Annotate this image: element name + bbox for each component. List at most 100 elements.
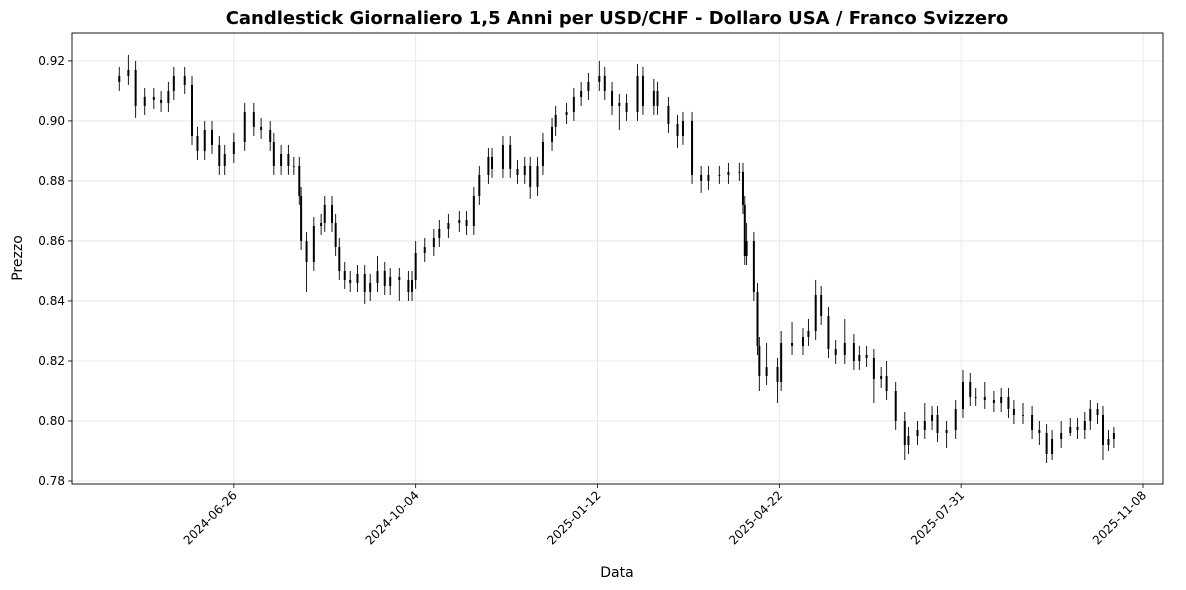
candle-body xyxy=(529,165,532,187)
x-tick-label: 2024-10-04 xyxy=(363,488,422,547)
candle-body xyxy=(945,429,948,433)
candle-body xyxy=(598,75,601,82)
chart-title: Candlestick Giornaliero 1,5 Anni per USD… xyxy=(226,8,1009,29)
y-tick-label: 0.90 xyxy=(38,114,65,128)
candle-body xyxy=(509,144,512,169)
candle-body xyxy=(252,111,255,127)
candle-body xyxy=(491,156,494,169)
candle-body xyxy=(167,90,170,103)
candle-body xyxy=(320,222,323,226)
candle-body xyxy=(801,336,804,346)
candle-body xyxy=(814,294,817,331)
candle-body xyxy=(363,273,366,292)
candle-body xyxy=(565,111,568,115)
candle-body xyxy=(1038,429,1041,433)
candle-body xyxy=(954,408,957,430)
y-axis-label: Prezzo xyxy=(10,235,26,281)
candle-body xyxy=(885,375,888,391)
candle-body xyxy=(587,81,590,91)
candle-body xyxy=(765,366,768,376)
candle-body xyxy=(1076,426,1079,430)
candle-body xyxy=(300,195,303,241)
candle-body xyxy=(1083,420,1086,430)
candle-body xyxy=(741,171,744,205)
candle-body xyxy=(880,375,883,379)
candle-body xyxy=(776,366,779,382)
candle-body xyxy=(160,99,163,103)
candle-body xyxy=(541,141,544,166)
y-tick-label: 0.82 xyxy=(38,354,65,368)
candle-body xyxy=(969,381,972,397)
y-tick-label: 0.88 xyxy=(38,174,65,188)
y-tick-label: 0.86 xyxy=(38,234,65,248)
x-tick-label: 2025-11-08 xyxy=(1090,488,1149,547)
x-axis-label: Data xyxy=(600,565,633,581)
candle-body xyxy=(411,279,414,292)
candle-body xyxy=(203,129,206,151)
candle-body xyxy=(983,396,986,400)
candle-body xyxy=(1112,432,1115,439)
candle-body xyxy=(780,342,783,382)
candle-body xyxy=(1089,408,1092,421)
x-tick-label: 2025-01-12 xyxy=(544,488,603,547)
candle-body xyxy=(376,270,379,283)
candle-body xyxy=(1101,414,1104,445)
candle-body xyxy=(700,174,703,181)
candle-body xyxy=(356,273,359,283)
candle-body xyxy=(852,342,855,361)
candle-body xyxy=(118,75,121,82)
candle-body xyxy=(618,102,621,106)
candle-body xyxy=(691,120,694,175)
candle-body xyxy=(858,354,861,361)
candle-body xyxy=(756,291,759,346)
candle-body xyxy=(1051,438,1054,454)
candle-body xyxy=(196,135,199,151)
candle-body xyxy=(465,219,468,226)
candle-body xyxy=(961,381,964,409)
candle-body xyxy=(516,168,519,175)
candle-body xyxy=(152,96,155,100)
candle-body xyxy=(232,141,235,154)
candle-body xyxy=(1012,408,1015,415)
candle-body xyxy=(992,399,995,403)
y-tick-label: 0.92 xyxy=(38,54,65,68)
candle-body xyxy=(487,156,490,175)
candle-body xyxy=(745,240,748,256)
candle-body xyxy=(127,69,130,76)
candle-body xyxy=(260,126,263,130)
y-tick-label: 0.84 xyxy=(38,294,65,308)
candle-body xyxy=(636,75,639,112)
candle-body xyxy=(1069,426,1072,433)
candle-body xyxy=(143,96,146,106)
candle-body xyxy=(834,348,837,355)
candle-body xyxy=(923,420,926,430)
candle-body xyxy=(681,120,684,136)
candle-body xyxy=(292,165,295,167)
candle-body xyxy=(738,171,741,173)
candle-body xyxy=(1021,414,1024,416)
candle-body xyxy=(1060,432,1063,439)
candle-body xyxy=(211,129,214,145)
candle-body xyxy=(820,294,823,316)
candle-body xyxy=(269,129,272,142)
candle-body xyxy=(369,282,372,292)
candle-body xyxy=(338,246,341,271)
candle-body xyxy=(656,90,659,106)
candle-body xyxy=(272,141,275,166)
y-tick-label: 0.78 xyxy=(38,474,65,488)
candle-body xyxy=(974,396,977,398)
candle-body xyxy=(907,435,910,445)
candle-body xyxy=(572,96,575,112)
candle-body xyxy=(298,165,301,196)
candle-body xyxy=(936,414,939,433)
candle-body xyxy=(172,75,175,91)
candle-body xyxy=(827,315,830,349)
candle-body xyxy=(383,270,386,286)
candle-body xyxy=(865,354,868,358)
candle-body xyxy=(652,90,655,106)
candle-body xyxy=(843,342,846,355)
x-tick-label: 2025-07-31 xyxy=(908,488,967,547)
candle-body xyxy=(807,330,810,337)
